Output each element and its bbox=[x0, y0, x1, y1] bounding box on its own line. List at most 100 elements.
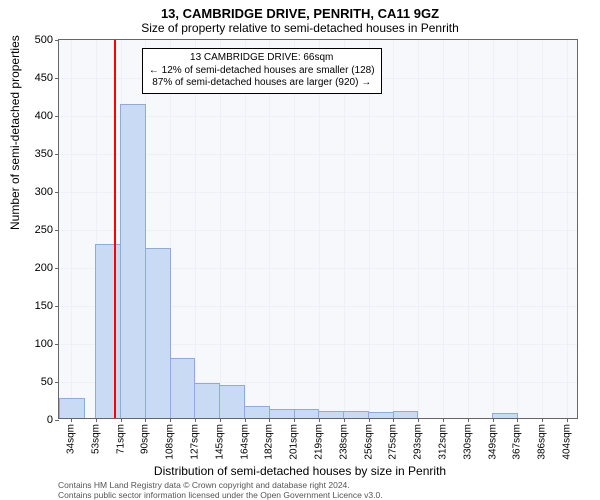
gridline-v bbox=[468, 40, 469, 418]
chart-plot-wrap: 05010015020025030035040045050034sqm53sqm… bbox=[58, 39, 578, 419]
xtick-mark bbox=[245, 418, 246, 422]
gridline-v bbox=[220, 40, 221, 418]
histogram-bar bbox=[343, 411, 369, 418]
ytick-mark bbox=[55, 420, 59, 421]
ytick-label: 200 bbox=[35, 262, 53, 274]
xtick-label: 367sqm bbox=[512, 424, 523, 460]
ytick-mark bbox=[55, 344, 59, 345]
annotation-line-2: ← 12% of semi-detached houses are smalle… bbox=[149, 65, 375, 78]
histogram-bar bbox=[219, 385, 245, 418]
histogram-bar bbox=[492, 413, 518, 418]
xtick-mark bbox=[493, 418, 494, 422]
xtick-label: 90sqm bbox=[140, 424, 151, 454]
xtick-label: 404sqm bbox=[561, 424, 572, 460]
gridline-v bbox=[493, 40, 494, 418]
ytick-mark bbox=[55, 268, 59, 269]
xtick-mark bbox=[517, 418, 518, 422]
ytick-label: 400 bbox=[35, 110, 53, 122]
xtick-mark bbox=[369, 418, 370, 422]
histogram-bar bbox=[269, 409, 295, 418]
xtick-label: 238sqm bbox=[338, 424, 349, 460]
xtick-label: 293sqm bbox=[413, 424, 424, 460]
xtick-mark bbox=[418, 418, 419, 422]
chart-title-main: 13, CAMBRIDGE DRIVE, PENRITH, CA11 9GZ bbox=[0, 0, 600, 21]
xtick-mark bbox=[195, 418, 196, 422]
xtick-label: 127sqm bbox=[190, 424, 201, 460]
ytick-mark bbox=[55, 230, 59, 231]
chart-title-sub: Size of property relative to semi-detach… bbox=[0, 21, 600, 39]
ytick-mark bbox=[55, 116, 59, 117]
histogram-bar bbox=[244, 406, 270, 418]
xtick-mark bbox=[96, 418, 97, 422]
xtick-label: 275sqm bbox=[388, 424, 399, 460]
x-axis-title: Distribution of semi-detached houses by … bbox=[0, 464, 600, 478]
xtick-label: 71sqm bbox=[115, 424, 126, 454]
gridline-v bbox=[294, 40, 295, 418]
ytick-mark bbox=[55, 78, 59, 79]
y-axis-title: Number of semi-detached properties bbox=[8, 35, 22, 230]
gridline-v bbox=[567, 40, 568, 418]
histogram-bar bbox=[145, 248, 171, 418]
histogram-bar bbox=[294, 409, 320, 418]
xtick-label: 349sqm bbox=[487, 424, 498, 460]
histogram-bar bbox=[318, 411, 344, 418]
ytick-mark bbox=[55, 154, 59, 155]
xtick-mark bbox=[121, 418, 122, 422]
gridline-v bbox=[71, 40, 72, 418]
xtick-mark bbox=[220, 418, 221, 422]
gridline-v bbox=[269, 40, 270, 418]
ytick-mark bbox=[55, 306, 59, 307]
xtick-mark bbox=[344, 418, 345, 422]
gridline-v bbox=[517, 40, 518, 418]
ytick-label: 250 bbox=[35, 224, 53, 236]
gridline-v bbox=[542, 40, 543, 418]
xtick-mark bbox=[269, 418, 270, 422]
xtick-label: 386sqm bbox=[537, 424, 548, 460]
chart-container: 13, CAMBRIDGE DRIVE, PENRITH, CA11 9GZ S… bbox=[0, 0, 600, 500]
xtick-label: 145sqm bbox=[214, 424, 225, 460]
ytick-label: 50 bbox=[41, 376, 53, 388]
ytick-label: 100 bbox=[35, 338, 53, 350]
ytick-mark bbox=[55, 382, 59, 383]
annotation-line-3: 87% of semi-detached houses are larger (… bbox=[149, 77, 375, 90]
histogram-bar bbox=[120, 104, 146, 418]
plot-area: 05010015020025030035040045050034sqm53sqm… bbox=[58, 39, 578, 419]
footer-line-1: Contains HM Land Registry data © Crown c… bbox=[58, 480, 590, 490]
gridline-v bbox=[344, 40, 345, 418]
histogram-bar bbox=[393, 411, 419, 418]
chart-footer: Contains HM Land Registry data © Crown c… bbox=[58, 480, 590, 500]
footer-line-2: Contains public sector information licen… bbox=[58, 490, 590, 500]
xtick-mark bbox=[145, 418, 146, 422]
xtick-label: 108sqm bbox=[165, 424, 176, 460]
xtick-label: 219sqm bbox=[314, 424, 325, 460]
ytick-mark bbox=[55, 40, 59, 41]
xtick-mark bbox=[294, 418, 295, 422]
xtick-label: 330sqm bbox=[462, 424, 473, 460]
xtick-mark bbox=[393, 418, 394, 422]
xtick-label: 164sqm bbox=[239, 424, 250, 460]
gridline-v bbox=[245, 40, 246, 418]
ytick-label: 300 bbox=[35, 186, 53, 198]
annotation-line-1: 13 CAMBRIDGE DRIVE: 66sqm bbox=[149, 52, 375, 65]
gridline-v bbox=[369, 40, 370, 418]
gridline-v bbox=[319, 40, 320, 418]
ytick-mark bbox=[55, 192, 59, 193]
xtick-mark bbox=[468, 418, 469, 422]
xtick-label: 34sqm bbox=[66, 424, 77, 454]
histogram-bar bbox=[170, 358, 196, 418]
xtick-mark bbox=[71, 418, 72, 422]
gridline-v bbox=[393, 40, 394, 418]
ytick-label: 150 bbox=[35, 300, 53, 312]
ytick-label: 500 bbox=[35, 34, 53, 46]
xtick-label: 256sqm bbox=[363, 424, 374, 460]
histogram-bar bbox=[95, 244, 121, 418]
xtick-mark bbox=[170, 418, 171, 422]
ytick-label: 0 bbox=[47, 414, 53, 426]
property-marker-line bbox=[114, 40, 116, 418]
xtick-label: 312sqm bbox=[437, 424, 448, 460]
gridline-v bbox=[418, 40, 419, 418]
histogram-bar bbox=[194, 383, 220, 418]
xtick-label: 201sqm bbox=[289, 424, 300, 460]
gridline-v bbox=[443, 40, 444, 418]
ytick-label: 350 bbox=[35, 148, 53, 160]
